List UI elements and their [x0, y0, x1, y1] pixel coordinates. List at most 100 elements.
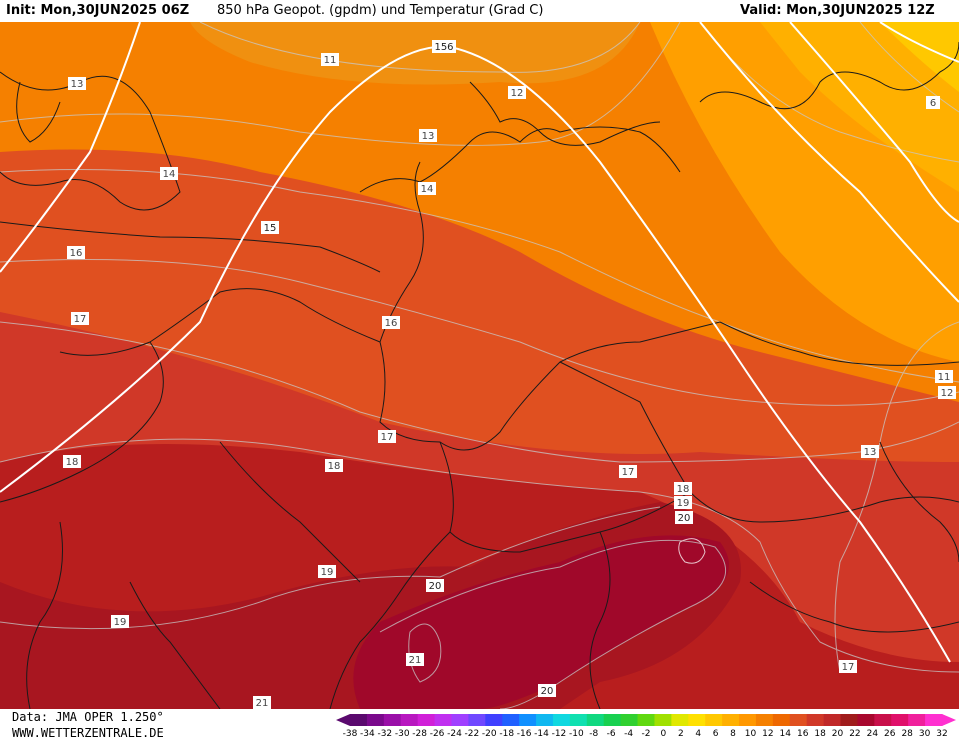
colorbar-tick-label: -14 — [534, 729, 549, 739]
temp-label: 6 — [926, 96, 940, 109]
temp-label-text: 19 — [114, 617, 127, 628]
colorbar-tick-label: -16 — [516, 729, 532, 739]
colorbar-swatch — [722, 714, 740, 726]
temp-label: 20 — [426, 579, 444, 592]
temp-label: 13 — [68, 77, 86, 90]
colorbar-tick-label: -12 — [551, 729, 567, 739]
temp-label: 16 — [67, 246, 85, 259]
colorbar-tick-label: 12 — [762, 729, 774, 739]
colorbar-tick-label: -4 — [624, 729, 634, 739]
temp-label: 12 — [938, 386, 956, 399]
colorbar-tick-label: -10 — [568, 729, 584, 739]
valid-time-label: Valid: Mon,30JUN2025 12Z — [740, 3, 935, 18]
colorbar-swatch — [569, 714, 588, 726]
temp-label-text: 17 — [842, 662, 855, 673]
temp-label-text: 19 — [677, 498, 690, 509]
colorbar-ticks: -38 -34 -32 -30 -28 -26 -24 -22 -20 -18 -16 -14 -12-… — [338, 729, 958, 741]
temp-label-text: 14 — [163, 169, 176, 180]
init-time-label: Init: Mon,30JUN2025 06Z — [6, 3, 190, 18]
temp-label-text: 20 — [429, 581, 442, 592]
colorbar-swatch — [654, 714, 672, 726]
colorbar-tick-label: -18 — [499, 729, 515, 739]
colorbar-swatch — [400, 714, 419, 726]
colorbar-swatch — [755, 714, 774, 726]
data-source-label: Data: JMA OPER 1.250° — [12, 710, 164, 724]
temp-label: 19 — [318, 565, 336, 578]
colorbar-tick-label: 26 — [884, 729, 896, 739]
colorbar-tick-label: -34 — [360, 729, 375, 739]
temp-label: 13 — [419, 129, 437, 142]
temp-label-text: 6 — [930, 98, 936, 109]
temp-label: 14 — [160, 167, 178, 180]
geopotential-label: 156 — [432, 40, 456, 53]
geopotential-label-text: 156 — [434, 42, 453, 53]
colorbar-swatch — [485, 714, 503, 726]
temp-label: 13 — [861, 445, 879, 458]
temp-label-text: 12 — [941, 388, 954, 399]
colorbar-tick-label: -20 — [481, 729, 497, 739]
colorbar-swatch — [519, 714, 537, 726]
colorbar-swatch — [620, 714, 639, 726]
temp-label-text: 15 — [264, 223, 277, 234]
colorbar-swatch — [925, 714, 943, 726]
colorbar-tick-label: -24 — [447, 729, 462, 739]
temp-label-text: 14 — [421, 184, 434, 195]
colorbar-tick-label: -30 — [394, 729, 410, 739]
colorbar-swatch — [891, 714, 909, 726]
temp-label: 20 — [538, 684, 556, 697]
colorbar-tick-label: 24 — [866, 729, 879, 739]
colorbar-swatch — [772, 714, 791, 726]
temp-label: 11 — [935, 370, 953, 383]
colorbar-swatch — [434, 714, 452, 726]
colorbar-tick-label: 22 — [849, 729, 861, 739]
colorbar-tick-label: -2 — [641, 729, 651, 739]
temp-label: 16 — [382, 316, 400, 329]
temp-label: 15 — [261, 221, 279, 234]
temp-label: 19 — [111, 615, 129, 628]
colorbar-swatch — [603, 714, 622, 726]
website-label: WWW.WETTERZENTRALE.DE — [12, 726, 164, 740]
colorbar-tick-label: -38 — [342, 729, 358, 739]
colorbar-swatch — [383, 714, 402, 726]
temperature-labels: 11 12 13 13 14 14 15 16 16 17 17 17 17 1… — [63, 53, 956, 709]
temp-label-text: 17 — [74, 314, 87, 325]
colorbar-tick-label: 2 — [677, 729, 684, 739]
colorbar-tick-label: 4 — [695, 729, 702, 739]
colorbar-swatch — [874, 714, 892, 726]
temp-label: 18 — [63, 455, 81, 468]
temp-band-11 — [190, 22, 640, 85]
temp-label-text: 12 — [511, 88, 524, 99]
colorbar-tick-label: -32 — [377, 729, 393, 739]
colorbar-tick-label: 6 — [712, 729, 719, 739]
colorbar-swatch — [350, 714, 368, 726]
colorbar-right-arrow — [942, 714, 956, 726]
colorbar-tick-label: 8 — [730, 729, 736, 739]
temp-band-20 — [353, 535, 729, 709]
map-title: 850 hPa Geopot. (gpdm) und Temperatur (G… — [217, 3, 544, 18]
temp-label-text: 18 — [66, 457, 79, 468]
colorbar-tick-label: 16 — [796, 729, 809, 739]
colorbar-swatch — [705, 714, 723, 726]
temp-label: 12 — [508, 86, 526, 99]
temp-label: 14 — [418, 182, 436, 195]
colorbar-tick-label: 32 — [936, 729, 948, 739]
temp-label: 11 — [321, 53, 339, 66]
colorbar-swatch — [536, 714, 554, 726]
temp-label-text: 20 — [541, 686, 554, 697]
map-header: Init: Mon,30JUN2025 06Z 850 hPa Geopot. … — [0, 0, 959, 22]
colorbar-swatch — [451, 714, 469, 726]
colorbar-tick-label: 10 — [744, 729, 757, 739]
colorbar-tick-label: 0 — [660, 729, 667, 739]
colorbar-tick-label: -28 — [412, 729, 427, 739]
map-footer: Data: JMA OPER 1.250° WWW.WETTERZENTRALE… — [0, 709, 959, 741]
temp-label-text: 11 — [324, 55, 337, 66]
colorbar-tick-label: -22 — [464, 729, 480, 739]
colorbar-swatch — [637, 714, 655, 726]
colorbar-swatch — [671, 714, 689, 726]
colorbar-swatch — [908, 714, 926, 726]
temp-label-text: 17 — [622, 467, 635, 478]
colorbar-left-arrow — [336, 714, 350, 726]
colorbar-tick-label: 20 — [831, 729, 844, 739]
colorbar-swatch — [840, 714, 858, 726]
weather-map: 11 12 13 13 14 14 15 16 16 17 17 17 17 1… — [0, 22, 959, 709]
